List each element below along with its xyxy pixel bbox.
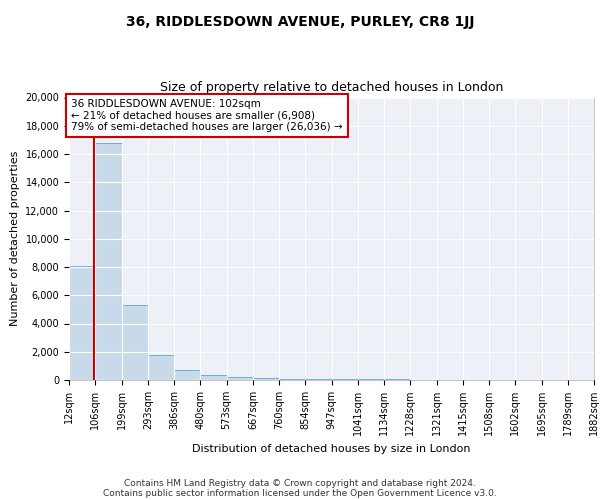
Bar: [331, 379, 358, 380]
Title: Size of property relative to detached houses in London: Size of property relative to detached ho…: [160, 80, 503, 94]
Bar: [253, 378, 279, 380]
Y-axis label: Number of detached properties: Number of detached properties: [10, 151, 20, 326]
Bar: [148, 356, 174, 380]
Bar: [227, 377, 253, 380]
Bar: [95, 142, 121, 380]
Text: 36 RIDDLESDOWN AVENUE: 102sqm
← 21% of detached houses are smaller (6,908)
79% o: 36 RIDDLESDOWN AVENUE: 102sqm ← 21% of d…: [71, 99, 343, 132]
X-axis label: Distribution of detached houses by size in London: Distribution of detached houses by size …: [192, 444, 471, 454]
Bar: [200, 376, 227, 380]
Text: Contains public sector information licensed under the Open Government Licence v3: Contains public sector information licen…: [103, 488, 497, 498]
Bar: [305, 379, 331, 380]
Bar: [69, 266, 95, 380]
Bar: [279, 378, 305, 380]
Bar: [121, 305, 148, 380]
Text: 36, RIDDLESDOWN AVENUE, PURLEY, CR8 1JJ: 36, RIDDLESDOWN AVENUE, PURLEY, CR8 1JJ: [126, 15, 474, 29]
Text: Contains HM Land Registry data © Crown copyright and database right 2024.: Contains HM Land Registry data © Crown c…: [124, 478, 476, 488]
Bar: [174, 370, 200, 380]
